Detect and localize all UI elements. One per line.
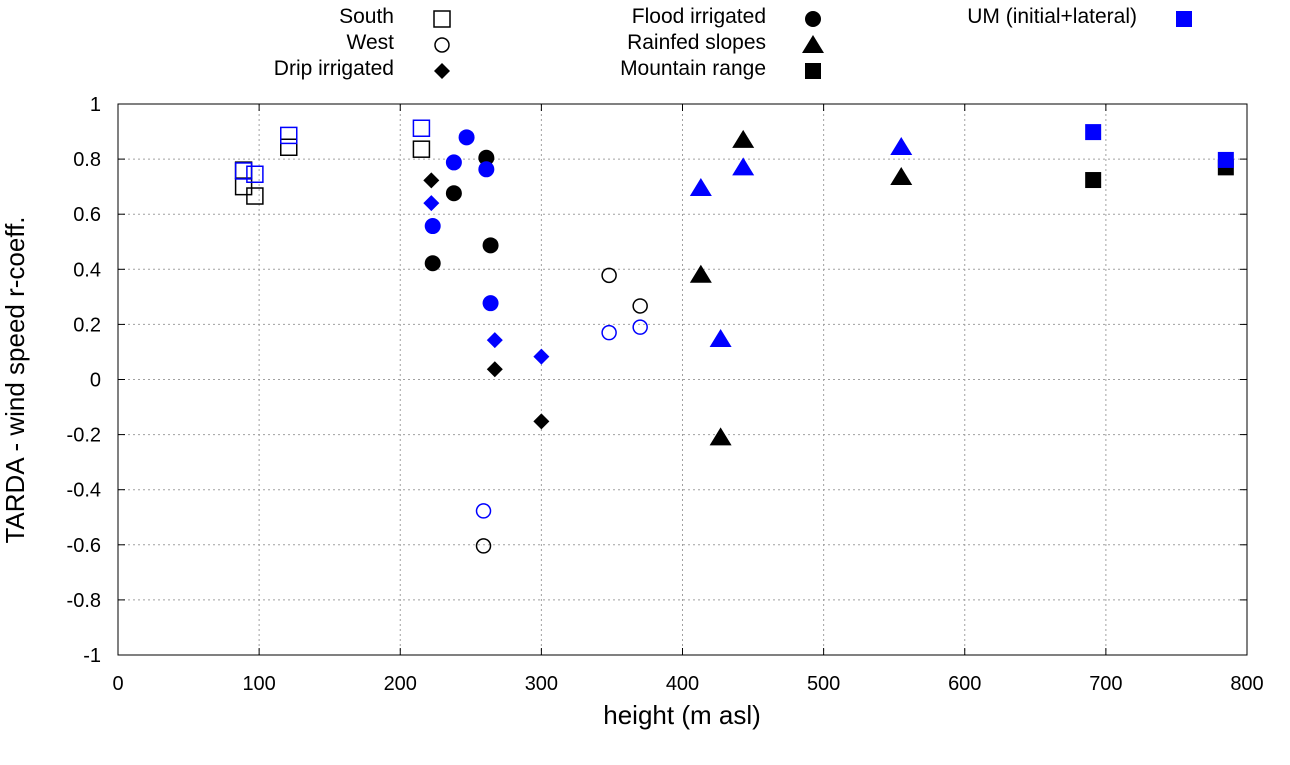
- data-point-mountain-range: [1085, 172, 1102, 189]
- legend-label: South: [339, 5, 394, 28]
- axis-ticks: 0 100 200 300 400 500 600 700 800 -1 -0.8 -0.6 -0.4 -…: [67, 94, 1264, 695]
- legend-triangle-icon: [802, 35, 824, 53]
- legend-filled-square-icon: [1176, 11, 1192, 27]
- x-axis-label: height (m asl): [603, 700, 761, 730]
- legend-open-square-icon: [433, 10, 451, 28]
- data-point-mountain-range: [1217, 151, 1234, 168]
- x-tick-label: 0: [112, 673, 123, 695]
- data-point-south: [280, 138, 298, 157]
- data-point-rainfed-slopes: [709, 329, 732, 348]
- x-tick-label: 100: [242, 673, 275, 695]
- data-point-flood-irrigated: [424, 255, 441, 272]
- data-point-south: [246, 165, 264, 184]
- y-tick-label: -0.8: [67, 590, 101, 612]
- x-tick-label: 500: [807, 673, 840, 695]
- data-point-drip-irrigated: [423, 195, 440, 212]
- data-points: [234, 119, 1234, 554]
- data-point-rainfed-slopes: [709, 427, 732, 446]
- data-point-flood-irrigated: [478, 161, 495, 178]
- data-point-flood-irrigated: [482, 237, 499, 254]
- x-tick-label: 600: [948, 673, 981, 695]
- data-point-west: [475, 503, 492, 519]
- legend-label: Mountain range: [620, 57, 766, 80]
- data-point-drip-irrigated: [486, 361, 503, 378]
- legend-filled-square-icon: [805, 63, 821, 79]
- data-point-south: [234, 177, 253, 196]
- data-point-rainfed-slopes: [732, 129, 755, 148]
- data-point-flood-irrigated: [445, 185, 462, 202]
- data-point-drip-irrigated: [533, 348, 550, 365]
- data-point-drip-irrigated: [423, 172, 440, 189]
- data-point-west: [601, 267, 617, 284]
- data-point-rainfed-slopes: [689, 264, 712, 283]
- x-tick-label: 200: [384, 673, 417, 695]
- data-point-west: [601, 324, 617, 341]
- legend: South West Drip irrigated Flood irrigated Ra…: [274, 5, 1192, 80]
- y-tick-label: 0.8: [73, 149, 101, 171]
- data-point-flood-irrigated: [482, 295, 499, 312]
- legend-label: West: [347, 31, 395, 54]
- x-tick-label: 400: [666, 673, 699, 695]
- data-point-south: [412, 140, 431, 158]
- data-point-rainfed-slopes: [689, 178, 712, 197]
- data-point-flood-irrigated: [478, 149, 495, 166]
- data-point-west: [632, 298, 648, 314]
- data-point-flood-irrigated: [445, 154, 462, 171]
- legend-label: Rainfed slopes: [627, 31, 766, 54]
- data-point-south: [412, 119, 431, 137]
- data-point-flood-irrigated: [458, 129, 475, 146]
- y-tick-label: 0: [90, 370, 101, 392]
- legend-open-circle-icon: [434, 37, 450, 53]
- x-tick-label: 700: [1089, 673, 1122, 695]
- data-point-drip-irrigated: [486, 332, 503, 349]
- legend-label: Drip irrigated: [274, 57, 394, 80]
- y-tick-label: 0.4: [73, 259, 101, 281]
- y-tick-label: 0.2: [73, 314, 101, 336]
- x-tick-label: 300: [525, 673, 558, 695]
- data-point-drip-irrigated: [533, 413, 550, 430]
- grid-lines: [118, 104, 1247, 655]
- legend-diamond-icon: [434, 63, 450, 79]
- data-point-south: [246, 187, 264, 205]
- legend-filled-circle-icon: [805, 11, 821, 27]
- data-point-south: [234, 162, 253, 180]
- x-tick-label: 800: [1230, 673, 1263, 695]
- y-tick-label: -0.2: [67, 425, 101, 447]
- y-tick-label: -0.4: [67, 480, 101, 502]
- y-tick-label: -0.6: [67, 535, 101, 557]
- data-point-west: [632, 319, 648, 335]
- y-tick-label: -1: [83, 645, 101, 667]
- legend-label: UM (initial+lateral): [967, 5, 1137, 28]
- legend-label: Flood irrigated: [632, 5, 766, 28]
- data-point-rainfed-slopes: [890, 167, 913, 186]
- data-point-south: [234, 161, 253, 179]
- data-point-rainfed-slopes: [732, 157, 755, 176]
- data-point-flood-irrigated: [424, 218, 441, 235]
- data-point-west: [475, 538, 492, 554]
- y-axis-label: TARDA - wind speed r-coeff.: [0, 216, 30, 543]
- data-point-south: [280, 126, 298, 145]
- data-point-rainfed-slopes: [890, 136, 913, 155]
- y-tick-label: 0.6: [73, 204, 101, 226]
- data-point-mountain-range: [1085, 124, 1102, 141]
- y-tick-label: 1: [90, 94, 101, 116]
